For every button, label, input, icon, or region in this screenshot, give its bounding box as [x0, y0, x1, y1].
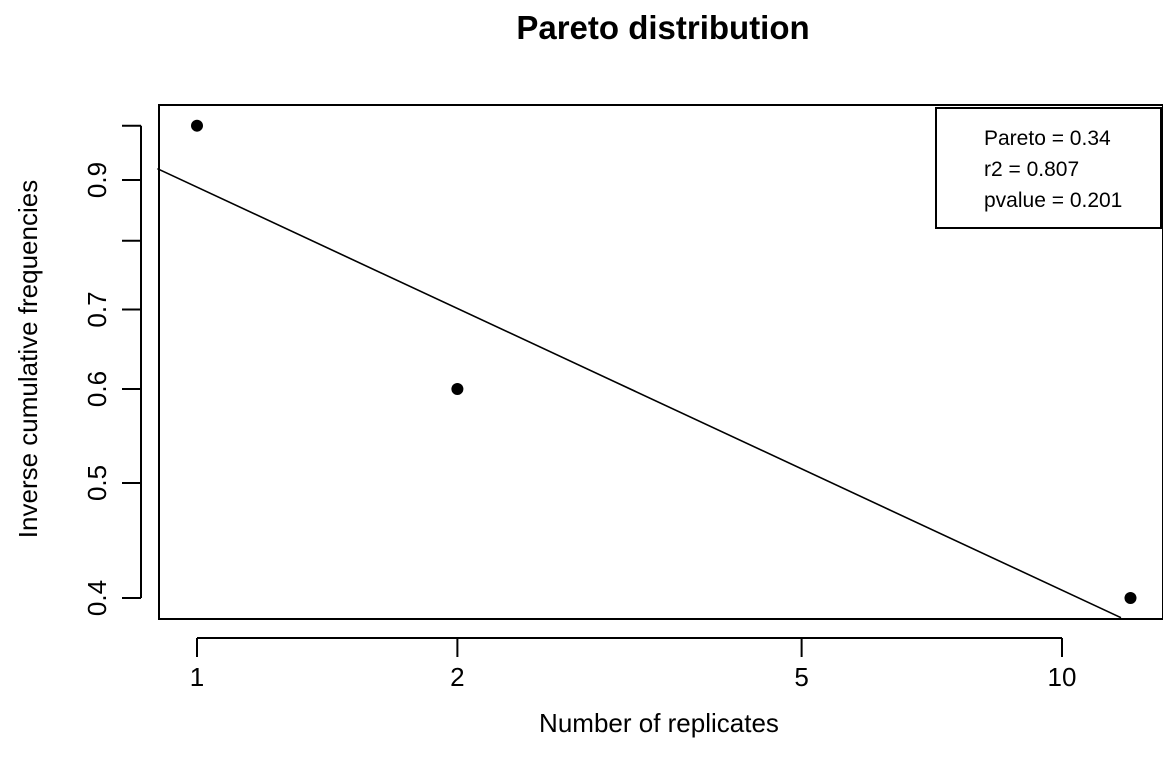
x-tick-label: 5	[794, 662, 808, 692]
fit-line	[157, 167, 1122, 619]
points-layer	[191, 119, 1137, 604]
y-tick-label: 0.9	[82, 162, 112, 198]
legend-box	[935, 107, 1162, 229]
y-tick-label: 0.6	[82, 371, 112, 407]
legend-line-1: Pareto = 0.34	[984, 127, 1111, 150]
y-axis-label: Inverse cumulative frequencies	[13, 180, 43, 538]
y-axis: 0.4 0.5 0.6 0.7 0.9	[82, 124, 142, 616]
fit-line-layer	[157, 167, 1122, 619]
y-tick-label: 0.4	[82, 580, 112, 616]
y-tick-label: 0.7	[82, 291, 112, 327]
legend-line-2: r2 = 0.807	[984, 158, 1079, 181]
plot-frame	[158, 104, 1163, 620]
data-point	[191, 119, 203, 132]
chart-title: Pareto distribution	[516, 9, 809, 46]
x-tick-label: 2	[450, 662, 464, 692]
legend: Pareto = 0.34 r2 = 0.807 pvalue = 0.201	[935, 107, 1162, 229]
x-tick-label: 1	[190, 662, 204, 692]
y-tick-label: 0.5	[82, 465, 112, 501]
data-point	[1124, 592, 1137, 604]
x-axis: 1 2 5 10	[190, 637, 1077, 692]
x-tick-label: 10	[1048, 662, 1077, 692]
legend-line-3: pvalue = 0.201	[984, 189, 1122, 212]
x-axis-label: Number of replicates	[539, 708, 779, 738]
data-point	[451, 383, 464, 395]
